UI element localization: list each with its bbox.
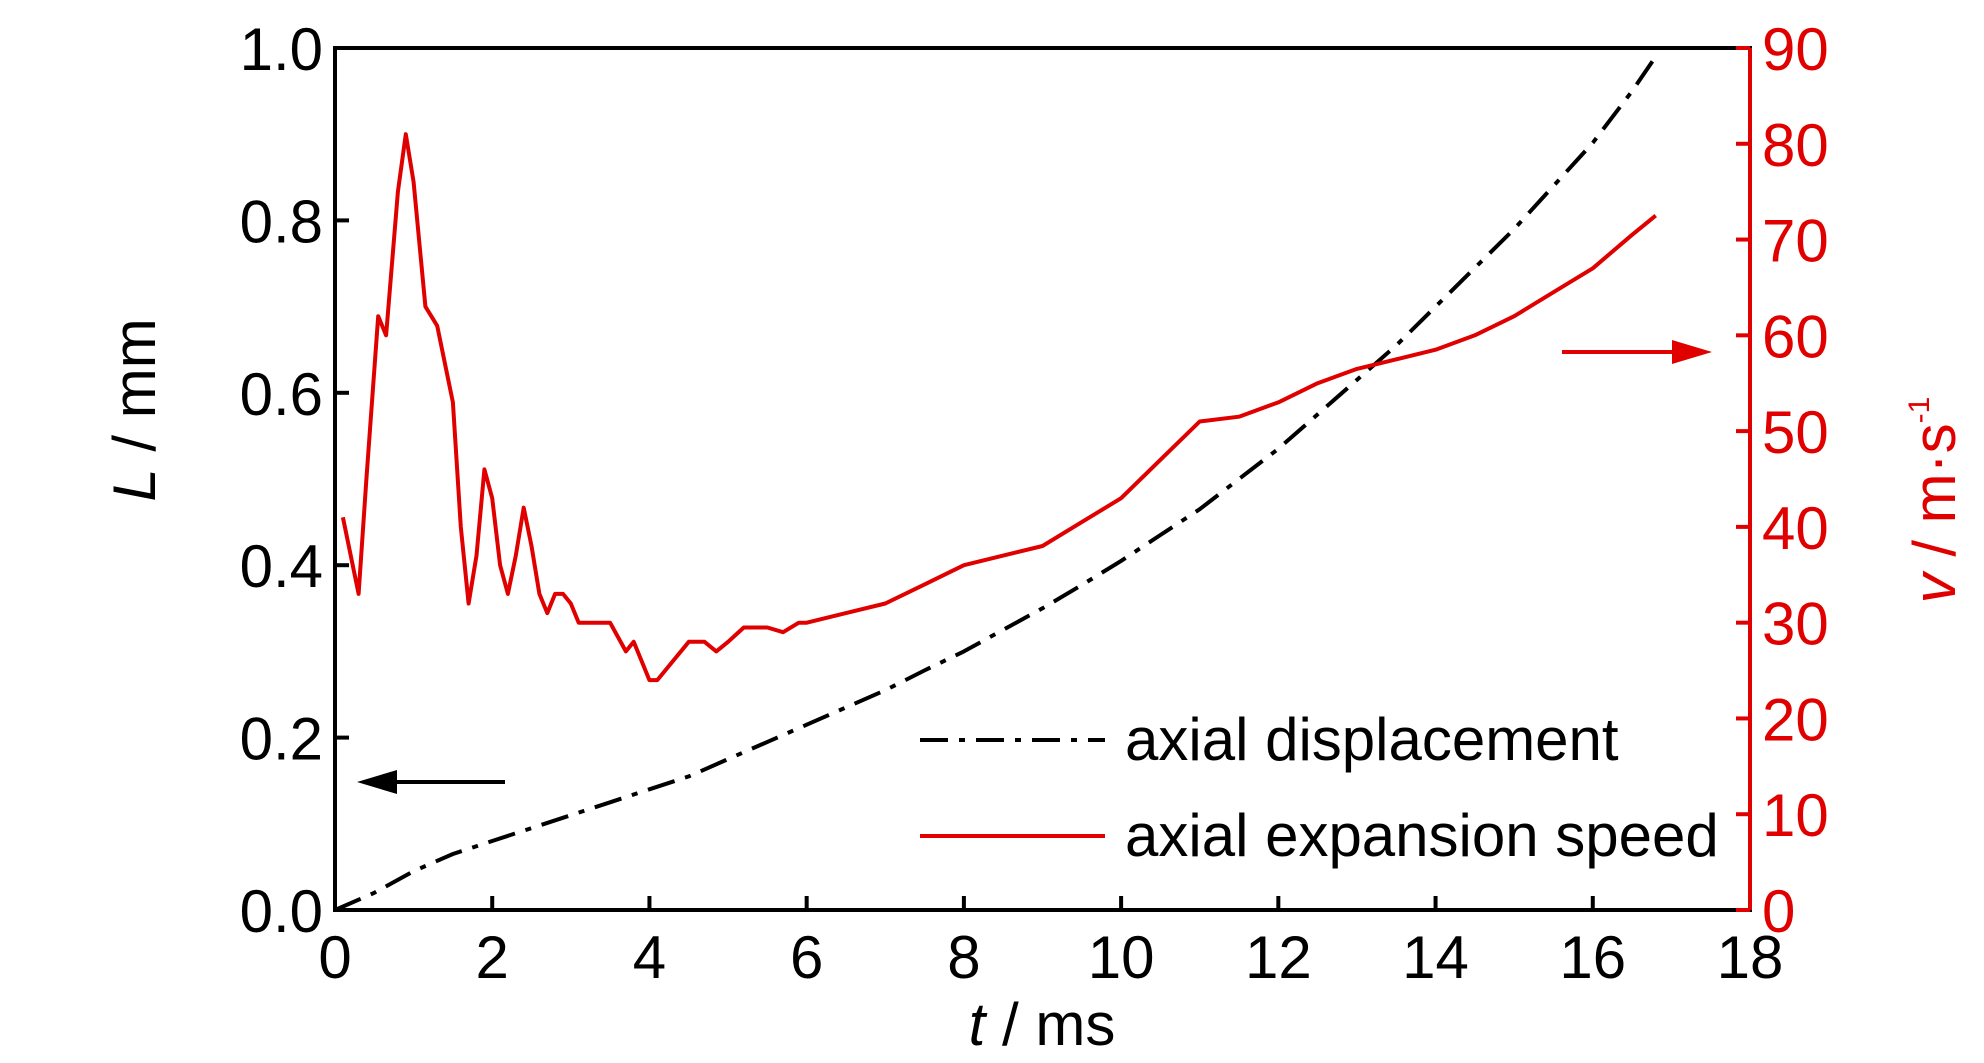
left-axis-arrowhead — [357, 770, 397, 794]
y-right-tick-label: 0 — [1762, 878, 1795, 945]
legend-label-displacement: axial displacement — [1125, 706, 1619, 773]
y-left-tick-label: 0.6 — [240, 361, 323, 428]
x-tick-label: 18 — [1717, 924, 1784, 991]
y-axis-right-label: v / m·s-1 — [1901, 397, 1968, 604]
y-right-tick-label: 50 — [1762, 399, 1829, 466]
x-tick-label: 14 — [1402, 924, 1469, 991]
y-right-tick-label: 30 — [1762, 591, 1829, 658]
series-line-speed — [340, 132, 1657, 683]
y-right-tick-label: 40 — [1762, 495, 1829, 562]
y-left-tick-label: 0.0 — [240, 878, 323, 945]
x-tick-label: 4 — [633, 924, 666, 991]
x-tick-label: 16 — [1559, 924, 1626, 991]
y-right-tick-label: 60 — [1762, 303, 1829, 370]
x-axis-label: t / ms — [969, 991, 1116, 1058]
legend: axial displacement axial expansion speed — [920, 706, 1719, 869]
y-axis-left-label: L / mm — [101, 318, 168, 501]
y-left-tick-label: 0.4 — [240, 533, 323, 600]
x-tick-label: 10 — [1088, 924, 1155, 991]
y-right-tick-label: 20 — [1762, 686, 1829, 753]
legend-label-speed: axial expansion speed — [1125, 802, 1719, 869]
plot-frame — [333, 46, 1752, 912]
x-tick-label: 0 — [318, 924, 351, 991]
x-tick-label: 12 — [1245, 924, 1312, 991]
x-tick-label: 8 — [947, 924, 980, 991]
y-left-tick-label: 0.2 — [240, 706, 323, 773]
y-right-tick-label: 90 — [1762, 16, 1829, 83]
x-tick-label: 6 — [790, 924, 823, 991]
x-tick-label: 2 — [476, 924, 509, 991]
y-left-tick-label: 0.8 — [240, 188, 323, 255]
y-right-tick-label: 80 — [1762, 112, 1829, 179]
y-left-tick-label: 1.0 — [240, 16, 323, 83]
series-line-displacement — [334, 55, 1658, 912]
right-axis-arrowhead — [1672, 340, 1712, 364]
y-right-tick-label: 10 — [1762, 782, 1829, 849]
y-right-tick-label: 70 — [1762, 208, 1829, 275]
